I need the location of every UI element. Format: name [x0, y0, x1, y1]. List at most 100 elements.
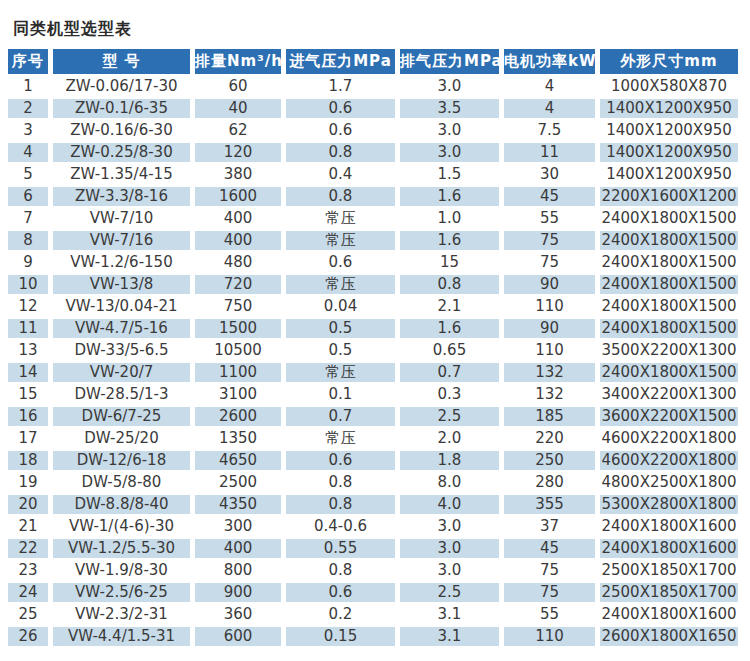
inlet_pressure-cell: 0.6 — [286, 583, 395, 602]
inlet_pressure-cell: 0.15 — [286, 627, 395, 646]
exhaust_pressure-cell: 8.0 — [400, 473, 499, 492]
displacement-cell: 1350 — [195, 429, 281, 448]
table-row: 25VW-2.3/2-313600.23.1552400X1800X1600 — [8, 605, 738, 624]
table-row: 22VW-1.2/5.5-304000.553.0452400X1800X160… — [8, 539, 738, 558]
displacement-cell: 380 — [195, 165, 281, 184]
model-cell: VW-1/(4-6)-30 — [53, 517, 190, 536]
inlet_pressure-cell: 0.8 — [286, 495, 395, 514]
motor_power-cell: 75 — [504, 231, 595, 250]
inlet_pressure-cell: 0.8 — [286, 473, 395, 492]
motor_power-cell: 55 — [504, 605, 595, 624]
dimensions-cell: 1400X1200X950 — [600, 99, 738, 118]
displacement-cell: 1500 — [195, 319, 281, 338]
column-header-displacement: 排量Nm³/h — [195, 49, 281, 74]
inlet_pressure-cell: 0.6 — [286, 121, 395, 140]
displacement-cell: 400 — [195, 231, 281, 250]
column-header-exhaust_pressure: 排气压力MPa — [400, 49, 499, 74]
displacement-cell: 62 — [195, 121, 281, 140]
serial-cell: 4 — [8, 143, 48, 162]
table-row: 2ZW-0.1/6-35400.63.541400X1200X950 — [8, 99, 738, 118]
dimensions-cell: 1400X1200X950 — [600, 143, 738, 162]
displacement-cell: 600 — [195, 627, 281, 646]
page: 同类机型选型表 序号型 号排量Nm³/h进气压力MPa排气压力MPa电机功率kW… — [0, 0, 750, 661]
dimensions-cell: 2400X1800X1500 — [600, 275, 738, 294]
inlet_pressure-cell: 0.4 — [286, 165, 395, 184]
dimensions-cell: 4600X2200X1800 — [600, 451, 738, 470]
displacement-cell: 720 — [195, 275, 281, 294]
motor_power-cell: 90 — [504, 319, 595, 338]
displacement-cell: 2500 — [195, 473, 281, 492]
motor_power-cell: 7.5 — [504, 121, 595, 140]
column-header-model: 型 号 — [53, 49, 190, 74]
serial-cell: 3 — [8, 121, 48, 140]
dimensions-cell: 2400X1800X1600 — [600, 517, 738, 536]
table-header-row: 序号型 号排量Nm³/h进气压力MPa排气压力MPa电机功率kW外形尺寸mm — [8, 49, 738, 74]
exhaust_pressure-cell: 1.0 — [400, 209, 499, 228]
serial-cell: 14 — [8, 363, 48, 382]
exhaust_pressure-cell: 3.1 — [400, 627, 499, 646]
model-cell: DW-28.5/1-3 — [53, 385, 190, 404]
table-row: 20DW-8.8/8-4043500.84.03555300X2800X1800 — [8, 495, 738, 514]
model-cell: VW-20/7 — [53, 363, 190, 382]
model-cell: DW-33/5-6.5 — [53, 341, 190, 360]
table-row: 9VW-1.2/6-1504800.615752400X1800X1500 — [8, 253, 738, 272]
serial-cell: 25 — [8, 605, 48, 624]
model-cell: DW-25/20 — [53, 429, 190, 448]
exhaust_pressure-cell: 3.0 — [400, 121, 499, 140]
table-row: 19DW-5/8-8025000.88.02804800X2500X1800 — [8, 473, 738, 492]
table-row: 21VW-1/(4-6)-303000.4-0.63.0372400X1800X… — [8, 517, 738, 536]
model-cell: DW-5/8-80 — [53, 473, 190, 492]
inlet_pressure-cell: 常压 — [286, 231, 395, 250]
table-row: 10VW-13/8720常压0.8902400X1800X1500 — [8, 275, 738, 294]
motor_power-cell: 110 — [504, 341, 595, 360]
serial-cell: 2 — [8, 99, 48, 118]
displacement-cell: 120 — [195, 143, 281, 162]
displacement-cell: 4650 — [195, 451, 281, 470]
exhaust_pressure-cell: 3.1 — [400, 605, 499, 624]
motor_power-cell: 45 — [504, 539, 595, 558]
dimensions-cell: 1400X1200X950 — [600, 121, 738, 140]
exhaust_pressure-cell: 2.0 — [400, 429, 499, 448]
inlet_pressure-cell: 0.2 — [286, 605, 395, 624]
table-row: 1ZW-0.06/17-30601.73.041000X580X870 — [8, 77, 738, 96]
inlet_pressure-cell: 0.6 — [286, 99, 395, 118]
exhaust_pressure-cell: 1.6 — [400, 231, 499, 250]
motor_power-cell: 30 — [504, 165, 595, 184]
model-cell: VW-1.2/5.5-30 — [53, 539, 190, 558]
page-title: 同类机型选型表 — [0, 0, 750, 46]
dimensions-cell: 2400X1800X1500 — [600, 319, 738, 338]
serial-cell: 15 — [8, 385, 48, 404]
dimensions-cell: 2500X1850X1700 — [600, 561, 738, 580]
column-header-motor_power: 电机功率kW — [504, 49, 595, 74]
table-row: 3ZW-0.16/6-30620.63.07.51400X1200X950 — [8, 121, 738, 140]
exhaust_pressure-cell: 2.1 — [400, 297, 499, 316]
dimensions-cell: 2400X1800X1500 — [600, 253, 738, 272]
motor_power-cell: 11 — [504, 143, 595, 162]
table-row: 14VW-20/71100常压0.71322400X1800X1500 — [8, 363, 738, 382]
table-row: 5ZW-1.35/4-153800.41.5301400X1200X950 — [8, 165, 738, 184]
table-row: 12VW-13/0.04-217500.042.11102400X1800X15… — [8, 297, 738, 316]
serial-cell: 12 — [8, 297, 48, 316]
model-cell: VW-2.3/2-31 — [53, 605, 190, 624]
serial-cell: 19 — [8, 473, 48, 492]
motor_power-cell: 280 — [504, 473, 595, 492]
exhaust_pressure-cell: 3.0 — [400, 561, 499, 580]
model-cell: VW-4.4/1.5-31 — [53, 627, 190, 646]
motor_power-cell: 110 — [504, 297, 595, 316]
motor_power-cell: 132 — [504, 363, 595, 382]
serial-cell: 16 — [8, 407, 48, 426]
exhaust_pressure-cell: 0.65 — [400, 341, 499, 360]
model-cell: VW-13/8 — [53, 275, 190, 294]
inlet_pressure-cell: 常压 — [286, 363, 395, 382]
exhaust_pressure-cell: 1.6 — [400, 319, 499, 338]
dimensions-cell: 3500X2200X1300 — [600, 341, 738, 360]
dimensions-cell: 4600X2200X1800 — [600, 429, 738, 448]
motor_power-cell: 37 — [504, 517, 595, 536]
model-cell: DW-8.8/8-40 — [53, 495, 190, 514]
table-row: 16DW-6/7-2526000.72.51853600X2200X1500 — [8, 407, 738, 426]
serial-cell: 11 — [8, 319, 48, 338]
dimensions-cell: 2200X1600X1200 — [600, 187, 738, 206]
model-cell: VW-1.9/8-30 — [53, 561, 190, 580]
exhaust_pressure-cell: 2.5 — [400, 407, 499, 426]
motor_power-cell: 132 — [504, 385, 595, 404]
